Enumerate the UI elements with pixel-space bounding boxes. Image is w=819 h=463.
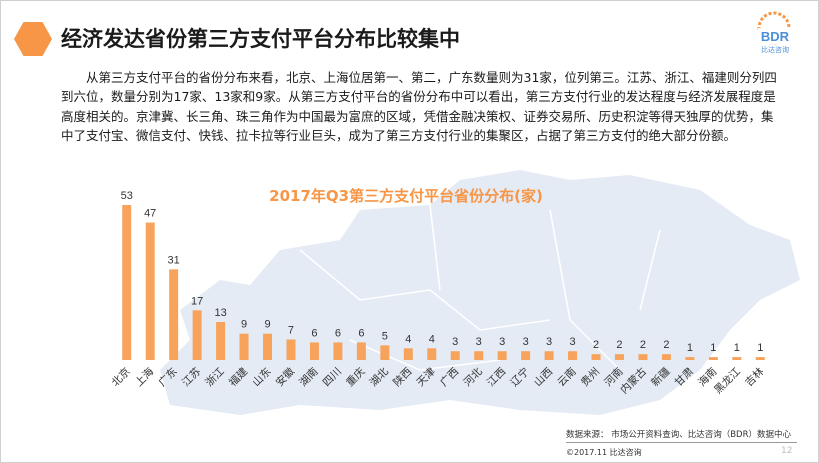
bar-湖北 [380,345,390,360]
bar-广西 [450,351,460,360]
bar-山东 [263,333,273,360]
category-label-福建: 福建 [226,365,250,389]
category-label-浙江: 浙江 [203,365,227,389]
intro-paragraph: 从第三方支付平台的省份分布来看，北京、上海位居第一、第二，广东数量则为31家，位… [61,70,777,143]
category-label-上海: 上海 [132,365,156,389]
bar-河南 [614,354,624,360]
bar-辽宁 [521,351,531,360]
category-label-江苏: 江苏 [179,365,203,389]
bar-江西 [497,351,507,360]
bar-四川 [333,342,343,360]
category-label-山东: 山东 [250,365,274,389]
data-label-江西: 3 [499,336,505,348]
bar-广东 [169,269,179,360]
data-label-湖北: 5 [382,330,388,342]
bar-甘肃 [685,357,695,360]
bar-福建 [239,333,249,360]
data-label-新疆: 2 [663,339,669,351]
logo-text: BDR [761,29,790,44]
bar-海南 [708,357,718,360]
category-label-广西: 广西 [438,366,461,389]
footer-divider [566,442,797,443]
category-label-北京: 北京 [109,365,133,389]
bar-内蒙古 [638,354,648,360]
category-label-天津: 天津 [415,365,439,389]
data-label-海南: 1 [710,342,716,354]
category-label-四川: 四川 [321,366,344,389]
data-label-重庆: 6 [358,327,364,339]
data-label-广东: 31 [168,254,180,266]
bar-浙江 [216,321,226,360]
category-label-江西: 江西 [485,366,508,389]
data-label-山东: 9 [264,319,270,331]
category-label-贵州: 贵州 [578,365,602,389]
data-label-山西: 3 [546,336,552,348]
bar-河北 [474,351,484,360]
logo-subtext: 比达咨询 [761,45,789,54]
category-label-吉林: 吉林 [742,365,766,389]
copyright-text: ©2017.11 比达咨询 [566,448,642,457]
data-label-上海: 47 [144,208,156,220]
bdr-logo: BDR 比达咨询 [757,11,792,54]
data-label-甘肃: 1 [687,342,693,354]
data-label-天津: 4 [429,333,435,345]
category-label-重庆: 重庆 [343,365,367,389]
bar-上海 [145,222,155,360]
category-label-云南: 云南 [555,365,579,389]
data-label-内蒙古: 2 [640,339,646,351]
category-label-陕西: 陕西 [390,365,414,389]
category-label-广东: 广东 [156,365,180,389]
data-label-四川: 6 [335,327,341,339]
data-label-广西: 3 [452,336,458,348]
bar-陕西 [403,348,413,360]
china-map-watermark [160,170,800,415]
data-label-黑龙江: 1 [734,342,740,354]
data-label-浙江: 13 [214,307,226,319]
bar-贵州 [591,354,601,360]
bar-江苏 [192,310,202,360]
data-label-辽宁: 3 [523,336,529,348]
category-label-湖南: 湖南 [297,365,321,389]
category-label-内蒙古: 内蒙古 [618,365,649,396]
category-label-甘肃: 甘肃 [672,365,696,389]
category-label-河北: 河北 [461,365,485,389]
bar-山西 [544,351,554,360]
data-label-陕西: 4 [405,333,411,345]
chart-title: 2017年Q3第三方支付平台省份分布(家) [269,187,543,205]
bar-黑龙江 [732,357,742,360]
data-label-北京: 53 [121,190,133,202]
bar-北京 [122,205,132,360]
category-label-黑龙江: 黑龙江 [711,365,743,397]
category-label-辽宁: 辽宁 [508,365,532,389]
bar-新疆 [661,354,671,360]
data-label-河北: 3 [476,336,482,348]
data-label-湖南: 6 [311,327,317,339]
data-label-河南: 2 [616,339,622,351]
data-label-安徽: 7 [288,325,294,337]
data-label-福建: 9 [241,319,247,331]
data-label-吉林: 1 [757,342,763,354]
slide-title: 经济发达省份第三方支付平台分布比较集中 [61,27,460,51]
data-label-云南: 3 [569,336,575,348]
bar-云南 [568,351,578,360]
bar-重庆 [356,342,366,360]
bar-安徽 [286,339,296,360]
bar-天津 [427,348,437,360]
page-number: 12 [781,446,793,456]
bar-吉林 [755,357,765,360]
data-label-贵州: 2 [593,339,599,351]
category-label-山西: 山西 [532,366,555,389]
data-label-江苏: 17 [191,295,203,307]
bar-湖南 [309,342,319,360]
category-label-湖北: 湖北 [368,365,392,389]
category-label-安徽: 安徽 [273,365,297,389]
data-source-note: 数据来源： 市场公开资料查询、比达咨询（BDR）数据中心 [566,430,791,440]
category-label-新疆: 新疆 [648,365,672,389]
